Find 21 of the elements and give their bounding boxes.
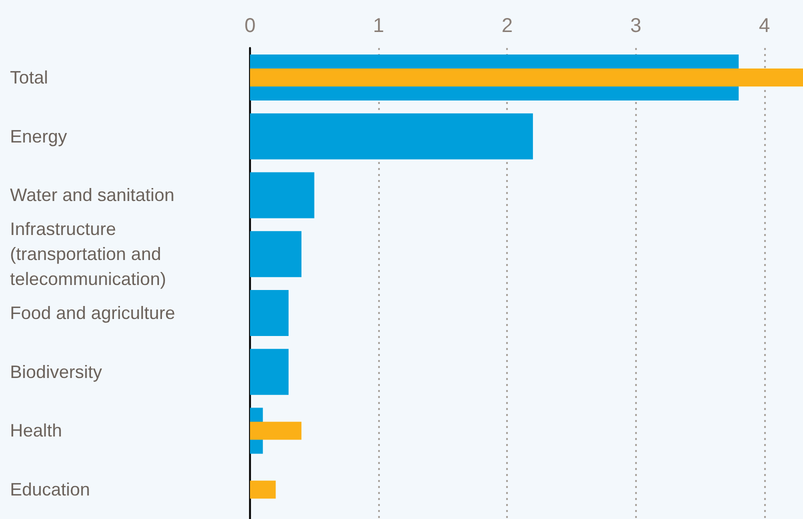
- x-tick-label: 0: [244, 15, 256, 37]
- bar: [250, 480, 276, 499]
- bar: [250, 348, 289, 395]
- y-tick-label: Infrastructure (transportation and telecommunication): [10, 219, 166, 290]
- x-tick-label: 4: [758, 15, 770, 37]
- x-tick-label: 1: [373, 15, 384, 37]
- bar: [250, 113, 533, 160]
- bar: [250, 231, 302, 278]
- y-tick-label: Energy: [10, 126, 68, 146]
- x-tick-label: 3: [630, 15, 642, 37]
- bar: [250, 172, 314, 218]
- y-tick-label: Biodiversity: [10, 362, 102, 382]
- y-tick-label: Education: [10, 480, 90, 500]
- bar: [250, 68, 803, 86]
- bar: [250, 422, 302, 440]
- y-tick-label: Water and sanitation: [10, 185, 174, 206]
- x-tick-label: 2: [502, 15, 513, 37]
- y-tick-label: Health: [10, 420, 62, 441]
- bar: [250, 290, 289, 336]
- y-tick-label: Food and agriculture: [10, 302, 176, 323]
- y-tick-label: Total: [10, 67, 48, 88]
